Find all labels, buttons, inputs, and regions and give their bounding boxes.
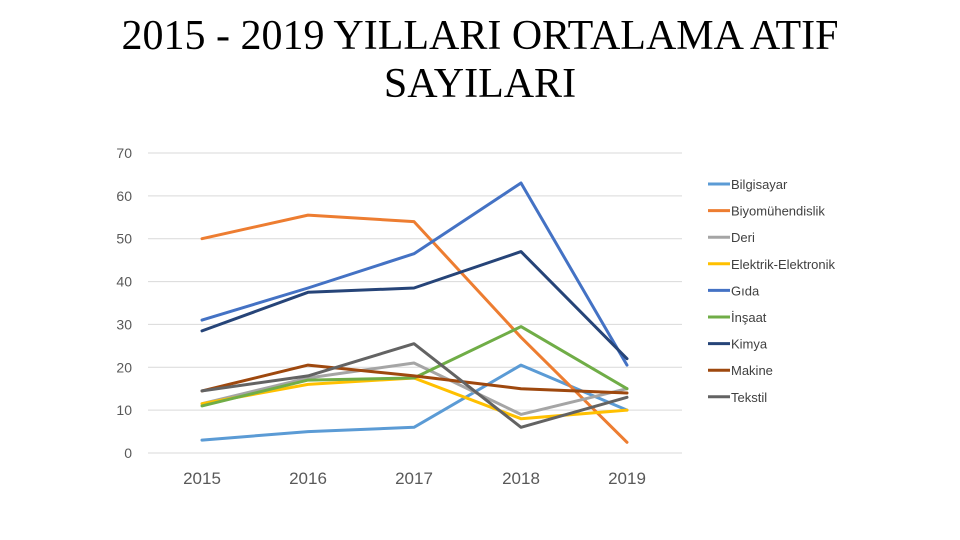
y-tick-label-30: 30 xyxy=(116,316,132,332)
series-line-6 xyxy=(200,325,629,408)
legend-label-7: Kimya xyxy=(731,337,768,352)
legend-label-8: Makine xyxy=(731,363,773,378)
legend-label-5: Gıda xyxy=(731,283,760,298)
x-tick-label-2017: 2017 xyxy=(395,469,433,488)
slide-title: 2015 - 2019 YILLARI ORTALAMA ATIF SAYILA… xyxy=(121,13,839,107)
series-line-7 xyxy=(200,250,629,361)
x-tick-label-2019: 2019 xyxy=(608,469,646,488)
series-line-8 xyxy=(200,363,629,395)
x-tick-label-2015: 2015 xyxy=(183,469,221,488)
y-tick-label-70: 70 xyxy=(116,145,132,161)
legend-label-1: Bilgisayar xyxy=(731,177,788,192)
legend-label-4: Elektrik-Elektronik xyxy=(731,257,836,272)
series-line-2 xyxy=(200,213,629,444)
y-tick-label-20: 20 xyxy=(116,359,132,375)
legend-label-3: Deri xyxy=(731,230,755,245)
y-tick-label-0: 0 xyxy=(124,445,132,461)
y-tick-label-10: 10 xyxy=(116,402,132,418)
y-tick-label-60: 60 xyxy=(116,188,132,204)
y-tick-label-40: 40 xyxy=(116,274,132,290)
x-tick-label-2018: 2018 xyxy=(502,469,540,488)
series-line-9 xyxy=(200,342,629,429)
legend-label-6: İnşaat xyxy=(731,310,767,325)
series-line-1 xyxy=(200,363,629,442)
series-line-3 xyxy=(200,361,629,416)
legend-label-9: Tekstil xyxy=(731,390,767,405)
series-line-5 xyxy=(200,181,629,367)
x-tick-label-2016: 2016 xyxy=(289,469,327,488)
y-tick-label-50: 50 xyxy=(116,231,132,247)
legend-label-2: Biyomühendislik xyxy=(731,204,825,219)
